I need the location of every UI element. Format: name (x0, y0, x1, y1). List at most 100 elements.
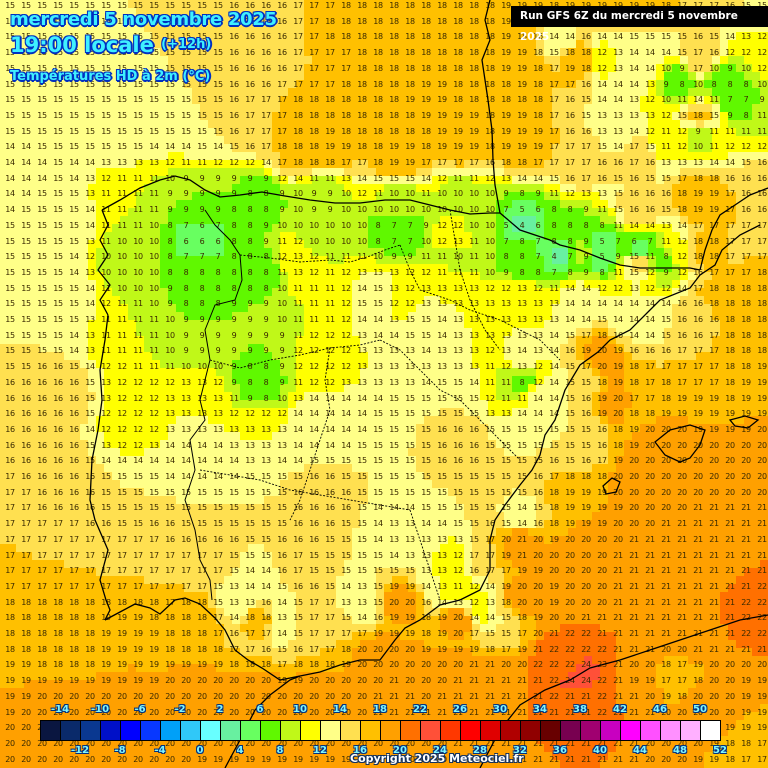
grid-value: 9 (178, 171, 194, 187)
grid-value: 21 (658, 610, 674, 626)
grid-value: 15 (530, 453, 546, 469)
grid-value: 15 (418, 391, 434, 407)
grid-value: 16 (578, 124, 594, 140)
grid-value: 14 (482, 610, 498, 626)
grid-value: 14 (562, 29, 578, 45)
grid-value: 17 (322, 77, 338, 93)
grid-value: 16 (738, 202, 754, 218)
grid-value: 15 (226, 516, 242, 532)
grid-value: 17 (706, 359, 722, 375)
grid-value: 15 (578, 438, 594, 454)
legend-swatch (641, 721, 661, 740)
grid-value: 19 (146, 642, 162, 658)
grid-value: 18 (418, 626, 434, 642)
grid-value: 16 (706, 312, 722, 328)
grid-value: 18 (146, 610, 162, 626)
grid-value: 18 (722, 281, 738, 297)
grid-value: 17 (178, 579, 194, 595)
grid-value: 16 (322, 500, 338, 516)
grid-value: 21 (722, 610, 738, 626)
grid-value: 20 (306, 689, 322, 705)
grid-value: 10 (290, 186, 306, 202)
grid-value: 9 (274, 328, 290, 344)
legend-swatch (101, 721, 121, 740)
grid-value: 14 (706, 155, 722, 171)
grid-value: 18 (338, 0, 354, 14)
grid-value: 14 (626, 124, 642, 140)
grid-value: 9 (674, 61, 690, 77)
grid-value: 17 (322, 595, 338, 611)
legend-label-top: 10 (293, 704, 307, 715)
grid-value: 10 (354, 218, 370, 234)
grid-value: 18 (354, 124, 370, 140)
grid-value: 14 (386, 500, 402, 516)
grid-value: 16 (34, 406, 50, 422)
grid-value: 15 (370, 171, 386, 187)
grid-value: 16 (34, 359, 50, 375)
legend-label-top: 38 (573, 704, 587, 715)
grid-value: 16 (482, 516, 498, 532)
grid-value: 11 (754, 124, 768, 140)
grid-value: 14 (226, 453, 242, 469)
grid-value: 20 (594, 579, 610, 595)
grid-value: 20 (674, 485, 690, 501)
grid-value: 17 (34, 548, 50, 564)
grid-value: 19 (562, 516, 578, 532)
grid-value: 15 (242, 516, 258, 532)
grid-value: 17 (2, 563, 18, 579)
grid-value: 15 (274, 516, 290, 532)
grid-value: 13 (82, 234, 98, 250)
grid-value: 15 (370, 579, 386, 595)
grid-value: 17 (34, 579, 50, 595)
grid-value: 18 (98, 595, 114, 611)
grid-value: 20 (626, 516, 642, 532)
grid-value: 21 (738, 563, 754, 579)
grid-value: 15 (82, 375, 98, 391)
grid-value: 12 (210, 155, 226, 171)
grid-value: 15 (178, 92, 194, 108)
grid-value: 17 (546, 108, 562, 124)
grid-value: 12 (146, 406, 162, 422)
grid-value: 15 (386, 438, 402, 454)
grid-value: 20 (754, 453, 768, 469)
grid-value: 16 (290, 485, 306, 501)
grid-value: 16 (50, 453, 66, 469)
grid-value: 20 (18, 736, 34, 752)
grid-value: 18 (386, 29, 402, 45)
grid-value: 20 (162, 752, 178, 768)
legend-swatch (561, 721, 581, 740)
grid-value: 11 (546, 186, 562, 202)
grid-value: 10 (274, 312, 290, 328)
grid-value: 14 (594, 29, 610, 45)
grid-value: 14 (2, 186, 18, 202)
grid-value: 18 (50, 626, 66, 642)
grid-value: 20 (530, 548, 546, 564)
grid-value: 21 (466, 673, 482, 689)
grid-value: 20 (530, 626, 546, 642)
grid-value: 15 (354, 548, 370, 564)
grid-value: 11 (322, 265, 338, 281)
grid-value: 15 (2, 0, 18, 14)
grid-value: 14 (562, 281, 578, 297)
grid-value: 20 (34, 705, 50, 721)
grid-value: 18 (338, 92, 354, 108)
grid-value: 9 (242, 312, 258, 328)
grid-value: 20 (338, 705, 354, 721)
grid-value: 21 (450, 705, 466, 721)
grid-value: 16 (738, 171, 754, 187)
grid-value: 13 (402, 516, 418, 532)
legend-swatch (301, 721, 321, 740)
grid-value: 15 (466, 516, 482, 532)
grid-value: 21 (642, 610, 658, 626)
grid-value: 13 (338, 171, 354, 187)
grid-value: 17 (114, 532, 130, 548)
grid-value: 19 (2, 673, 18, 689)
grid-value: 20 (658, 469, 674, 485)
grid-value: 10 (434, 202, 450, 218)
grid-value: 18 (418, 61, 434, 77)
grid-value: 17 (722, 202, 738, 218)
grid-value: 11 (466, 171, 482, 187)
legend-swatch (621, 721, 641, 740)
grid-value: 20 (130, 752, 146, 768)
grid-value: 15 (2, 328, 18, 344)
